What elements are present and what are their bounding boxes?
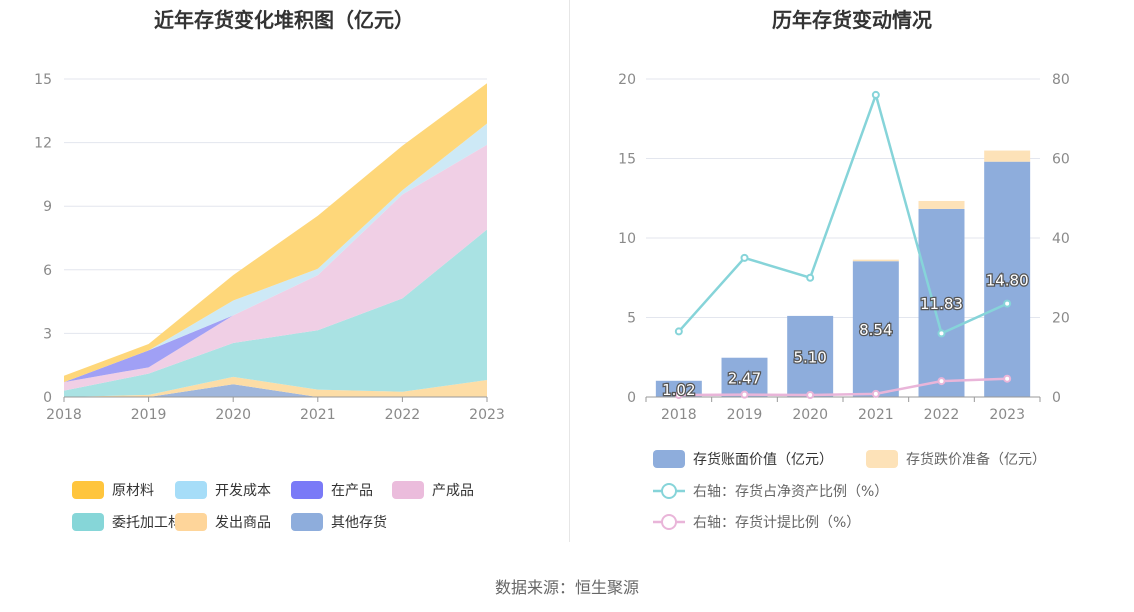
legend-swatch-发出商品: [175, 513, 207, 531]
legend-label: 发出商品: [215, 515, 271, 531]
bar-book-value: [655, 380, 702, 397]
y-tick-label: 10: [618, 231, 636, 247]
legend-label: 开发成本: [215, 483, 271, 499]
bar-data-label: 1.02: [662, 381, 695, 399]
line-point: [871, 90, 880, 99]
y2-tick-label: 20: [1052, 311, 1070, 327]
x-tick-label: 2018: [661, 407, 697, 423]
x-tick-label: 2021: [858, 407, 894, 423]
bar-data-label: 5.10: [793, 348, 826, 366]
bar-data-label: 2.47: [728, 369, 761, 387]
legend-swatch-impairment: [866, 450, 898, 468]
y-tick-label: 0: [627, 390, 636, 406]
bar-data-label: 8.54: [859, 321, 892, 339]
bar-book-value: [787, 315, 834, 397]
bar-book-value: [918, 208, 965, 397]
x-tick-label: 2023: [469, 407, 505, 423]
legend-label: 存货跌价准备（亿元）: [906, 451, 1046, 468]
legend-swatch-其他存货: [291, 513, 323, 531]
line-point: [674, 327, 683, 336]
bar-impairment: [852, 259, 899, 262]
line-右轴：存货计提比例（%）: [678, 377, 1008, 397]
legend-swatch-产成品: [392, 481, 424, 499]
line-point: [674, 391, 683, 400]
y-tick-label: 15: [34, 72, 52, 88]
legend-marker: [661, 483, 677, 499]
stacked-area-chart: 0 3 6 9 12 15 2018 2019 2020 2021 2022 2023 原材料 开发成本 在…: [34, 72, 505, 531]
line-point: [1003, 299, 1012, 308]
x-tick-label: 2023: [989, 407, 1025, 423]
left-chart-panel: 近年存货变化堆积图（亿元） 0 3 6 9 12 15 2018 2019 2020 2021 20…: [0, 0, 568, 560]
x-tick-label: 2020: [792, 407, 828, 423]
x-tick-label: 2022: [924, 407, 960, 423]
legend-swatch-在产品: [291, 481, 323, 499]
legend-label: 在产品: [331, 483, 373, 499]
left-chart-title: 近年存货变化堆积图（亿元）: [154, 8, 414, 32]
legend-label: 原材料: [112, 483, 154, 499]
area-委托加工材料: [64, 229, 487, 397]
panel-divider: [569, 0, 570, 542]
x-tick-label: 2021: [300, 407, 336, 423]
x-tick-label: 2019: [727, 407, 763, 423]
right-chart-panel: 历年存货变动情况 0 5 10 15 20 0 20 40 60 80 2018 2019 2020 20…: [570, 0, 1134, 560]
x-tick-label: 2022: [385, 407, 421, 423]
y-tick-label: 0: [43, 390, 52, 406]
y2-tick-label: 0: [1052, 390, 1061, 406]
legend-label: 其他存货: [331, 514, 387, 531]
x-tick-label: 2019: [131, 407, 167, 423]
data-source-note: 数据来源：恒生聚源: [494, 578, 639, 597]
line-point: [937, 377, 946, 386]
legend-marker: [661, 514, 677, 530]
legend-swatch-开发成本: [175, 481, 207, 499]
legend-swatch-原材料: [72, 481, 104, 499]
legend-label: 存货账面价值（亿元）: [693, 451, 833, 468]
right-chart-title: 历年存货变动情况: [772, 8, 932, 32]
line-point: [740, 253, 749, 262]
legend-label: 产成品: [432, 483, 474, 499]
bar-line-chart: 0 5 10 15 20 0 20 40 60 80 2018 2019 2020 2021 2022 202…: [618, 72, 1070, 531]
y-tick-label: 9: [43, 199, 52, 215]
line-point: [806, 391, 815, 400]
x-tick-label: 2018: [46, 407, 82, 423]
y2-tick-label: 80: [1052, 72, 1070, 88]
bar-data-label: 11.83: [920, 295, 963, 313]
y-tick-label: 12: [34, 136, 52, 152]
bar-impairment: [984, 150, 1031, 162]
line-point: [871, 389, 880, 398]
y-tick-label: 3: [43, 326, 52, 342]
y-tick-label: 15: [618, 152, 636, 168]
bar-book-value: [984, 161, 1031, 397]
area-发出商品: [64, 376, 487, 397]
line-point: [740, 390, 749, 399]
bar-data-label: 14.80: [986, 271, 1029, 289]
line-point: [1003, 374, 1012, 383]
area-其他存货: [64, 384, 487, 397]
y-tick-label: 6: [43, 263, 52, 279]
legend-label: 右轴：存货计提比例（%）: [693, 514, 860, 531]
area-产成品: [64, 144, 487, 391]
bar-book-value: [852, 261, 899, 397]
x-tick-label: 2020: [215, 407, 251, 423]
line-point: [806, 273, 815, 282]
legend-swatch-委托加工材料: [72, 513, 104, 531]
y-tick-label: 5: [627, 311, 636, 327]
legend-label: 右轴：存货占净资产比例（%）: [693, 483, 888, 500]
line-point: [937, 329, 946, 338]
y-tick-label: 20: [618, 72, 636, 88]
bar-book-value: [721, 357, 768, 397]
legend-swatch-book-value: [653, 450, 685, 468]
y2-tick-label: 60: [1052, 152, 1070, 168]
y2-tick-label: 40: [1052, 231, 1070, 247]
line-右轴：存货占净资产比例（%）: [677, 90, 1008, 336]
bar-impairment: [918, 200, 965, 209]
